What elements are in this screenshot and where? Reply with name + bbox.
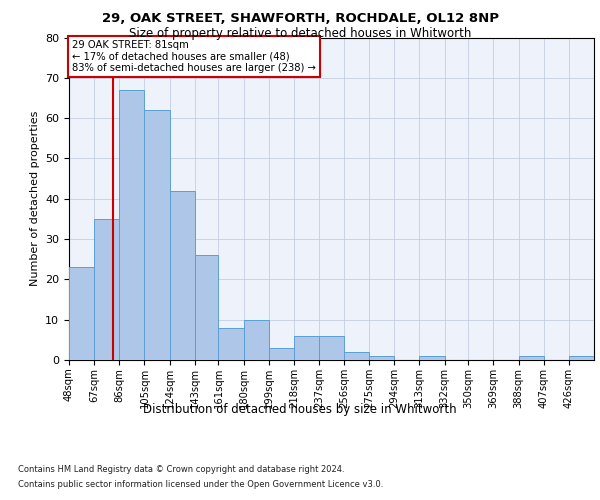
Text: 29 OAK STREET: 81sqm
← 17% of detached houses are smaller (48)
83% of semi-detac: 29 OAK STREET: 81sqm ← 17% of detached h… bbox=[71, 40, 316, 72]
Bar bbox=[244, 320, 269, 360]
Text: Distribution of detached houses by size in Whitworth: Distribution of detached houses by size … bbox=[143, 402, 457, 415]
Bar bbox=[569, 356, 594, 360]
Bar bbox=[269, 348, 294, 360]
Bar bbox=[344, 352, 369, 360]
Bar bbox=[518, 356, 544, 360]
Bar bbox=[218, 328, 244, 360]
Text: Size of property relative to detached houses in Whitworth: Size of property relative to detached ho… bbox=[129, 28, 471, 40]
Bar bbox=[170, 190, 194, 360]
Bar bbox=[119, 90, 145, 360]
Bar bbox=[69, 268, 94, 360]
Bar bbox=[194, 255, 218, 360]
Bar bbox=[294, 336, 319, 360]
Text: Contains HM Land Registry data © Crown copyright and database right 2024.: Contains HM Land Registry data © Crown c… bbox=[18, 465, 344, 474]
Bar bbox=[369, 356, 394, 360]
Text: 29, OAK STREET, SHAWFORTH, ROCHDALE, OL12 8NP: 29, OAK STREET, SHAWFORTH, ROCHDALE, OL1… bbox=[101, 12, 499, 26]
Bar bbox=[419, 356, 445, 360]
Bar bbox=[94, 219, 119, 360]
Text: Contains public sector information licensed under the Open Government Licence v3: Contains public sector information licen… bbox=[18, 480, 383, 489]
Y-axis label: Number of detached properties: Number of detached properties bbox=[29, 111, 40, 286]
Bar bbox=[145, 110, 170, 360]
Bar bbox=[319, 336, 344, 360]
